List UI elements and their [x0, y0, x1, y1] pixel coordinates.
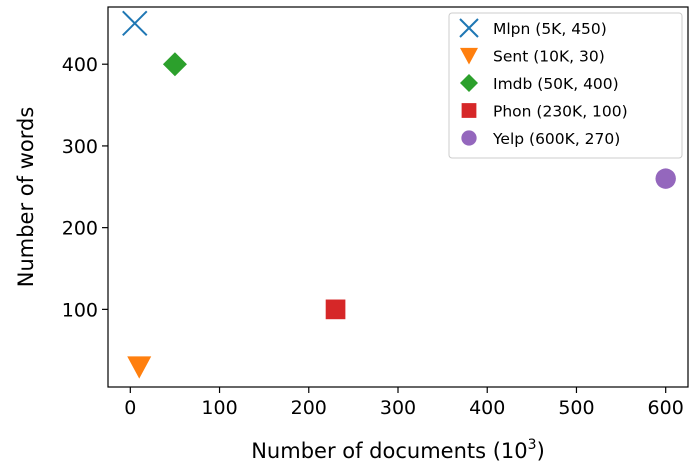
legend-marker-2: [460, 74, 478, 92]
legend-label-4: Yelp (600K, 270): [492, 130, 620, 148]
legend-box: [448, 12, 683, 159]
legend-marker-4: [461, 130, 477, 146]
x-tick-label-0: 0: [124, 397, 136, 419]
legend-label-0: Mlpn (5K, 450): [493, 20, 607, 38]
point-0: [122, 10, 148, 37]
legend-marker-0-stroke-2: [459, 18, 479, 38]
point-3: [325, 299, 346, 320]
axis-ticks: 0 100 200 300 400 500 600 100 200 300 400: [62, 54, 684, 419]
point-1: [127, 356, 152, 379]
x-tick-label-500: 500: [558, 397, 594, 419]
legend-label-1: Sent (10K, 30): [493, 48, 605, 66]
y-axis-label: Number of words: [14, 107, 38, 288]
legend-label-3: Phon (230K, 100): [493, 103, 628, 121]
x-axis-label: Number of documents (103): [251, 437, 545, 463]
legend-label-2: Imdb (50K, 400): [493, 75, 619, 93]
x-tick-label-100: 100: [201, 397, 237, 419]
legend: Mlpn (5K, 450) Sent (10K, 30) Imdb (50K, 4…: [448, 12, 683, 159]
legend-marker-1: [460, 47, 478, 65]
point-2: [162, 52, 187, 77]
point-4: [655, 168, 676, 189]
y-tick-label-100: 100: [62, 299, 98, 321]
x-axis-label-exponent: 3: [528, 437, 537, 453]
x-tick-label-600: 600: [648, 397, 684, 419]
y-tick-label-200: 200: [62, 218, 98, 240]
data-marks: [122, 10, 676, 379]
y-tick-label-400: 400: [62, 54, 98, 76]
x-tick-label-400: 400: [469, 397, 505, 419]
x-tick-label-300: 300: [380, 397, 416, 419]
point-0-stroke-2: [122, 10, 148, 37]
y-tick-label-300: 300: [62, 136, 98, 158]
legend-marker-3: [461, 103, 477, 118]
legend-marker-0: [459, 18, 479, 38]
x-tick-label-200: 200: [291, 397, 327, 419]
